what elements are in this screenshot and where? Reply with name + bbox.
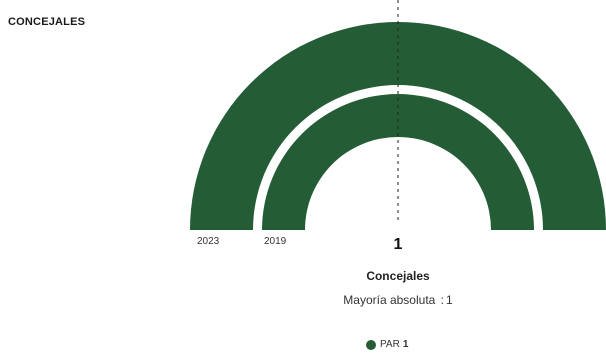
seat-arc-2019-PAR — [262, 94, 534, 230]
majority-text: Mayoría absoluta — [343, 293, 436, 307]
total-seats-value: 1 — [393, 236, 403, 253]
legend: PAR 1 — [366, 339, 408, 350]
section-title: CONCEJALES — [8, 16, 86, 28]
legend-seats: 1 — [402, 339, 409, 350]
legend-party: PAR — [380, 339, 400, 350]
year-label-2019: 2019 — [264, 236, 287, 247]
legend-dot — [366, 339, 376, 350]
seat-arc-2023-PAR — [190, 22, 606, 230]
majority-value: 1 — [446, 293, 453, 307]
total-seats-caption: Concejales — [366, 269, 430, 283]
year-label-2023: 2023 — [197, 236, 220, 247]
majority-label: Mayoría absoluta :1 — [343, 293, 453, 307]
